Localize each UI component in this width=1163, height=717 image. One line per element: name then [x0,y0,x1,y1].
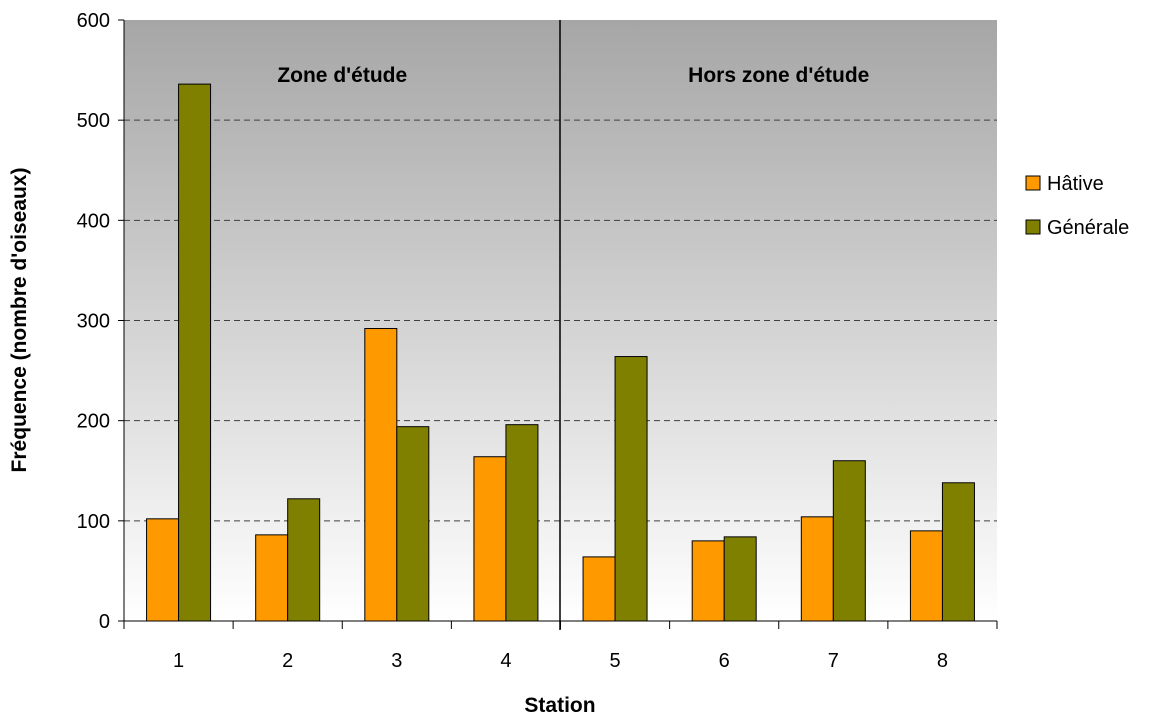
x-tick-label: 1 [173,650,184,672]
legend-label: Générale [1047,217,1129,239]
x-tick-label: 7 [828,650,839,672]
legend-swatch [1025,219,1041,235]
x-tick-label: 6 [719,650,730,672]
region-label: Hors zone d'étude [688,64,869,87]
x-tick-label: 5 [610,650,621,672]
bar-generale-station-6 [723,536,757,622]
gridlines [124,119,997,522]
axes: 0 100 200 300 400 500 600 1 2 3 4 5 6 7 8 [77,10,998,672]
bar-generale-station-4 [505,424,539,622]
y-tick-label: 600 [77,10,110,32]
bar-generale-station-2 [287,498,321,622]
legend-label: Hâtive [1047,173,1104,195]
y-tick-label: 500 [77,110,110,132]
bar-hative-station-3 [364,328,398,622]
y-tick-label: 200 [77,411,110,433]
bar-generale-station-8 [941,482,975,622]
bar-generale-station-5 [614,356,648,622]
bars [146,83,975,622]
region-label: Zone d'étude [277,64,407,87]
x-tick-label: 3 [391,650,402,672]
legend: Hâtive Générale [1025,173,1129,239]
bar-hative-station-5 [582,556,616,622]
x-tick-label: 2 [282,650,293,672]
y-tick-label: 0 [99,611,110,633]
y-tick-label: 100 [77,511,110,533]
bar-hative-station-2 [255,534,289,622]
bar-generale-station-7 [832,460,866,622]
bar-hative-station-4 [473,456,507,622]
region-labels: Zone d'étude Hors zone d'étude [277,64,869,87]
bar-hative-station-8 [909,530,943,622]
bar-generale-station-1 [178,83,212,622]
x-tick-label: 4 [500,650,511,672]
bar-hative-station-7 [800,516,834,622]
x-axis-title: Station [524,694,595,717]
bar-generale-station-3 [396,426,430,622]
legend-swatch [1025,175,1041,191]
x-tick-label: 8 [937,650,948,672]
y-axis-title: Fréquence (nombre d'oiseaux) [8,168,31,473]
bar-hative-station-6 [691,540,725,622]
y-tick-label: 400 [77,210,110,232]
bar-hative-station-1 [146,518,180,622]
y-tick-label: 300 [77,311,110,333]
